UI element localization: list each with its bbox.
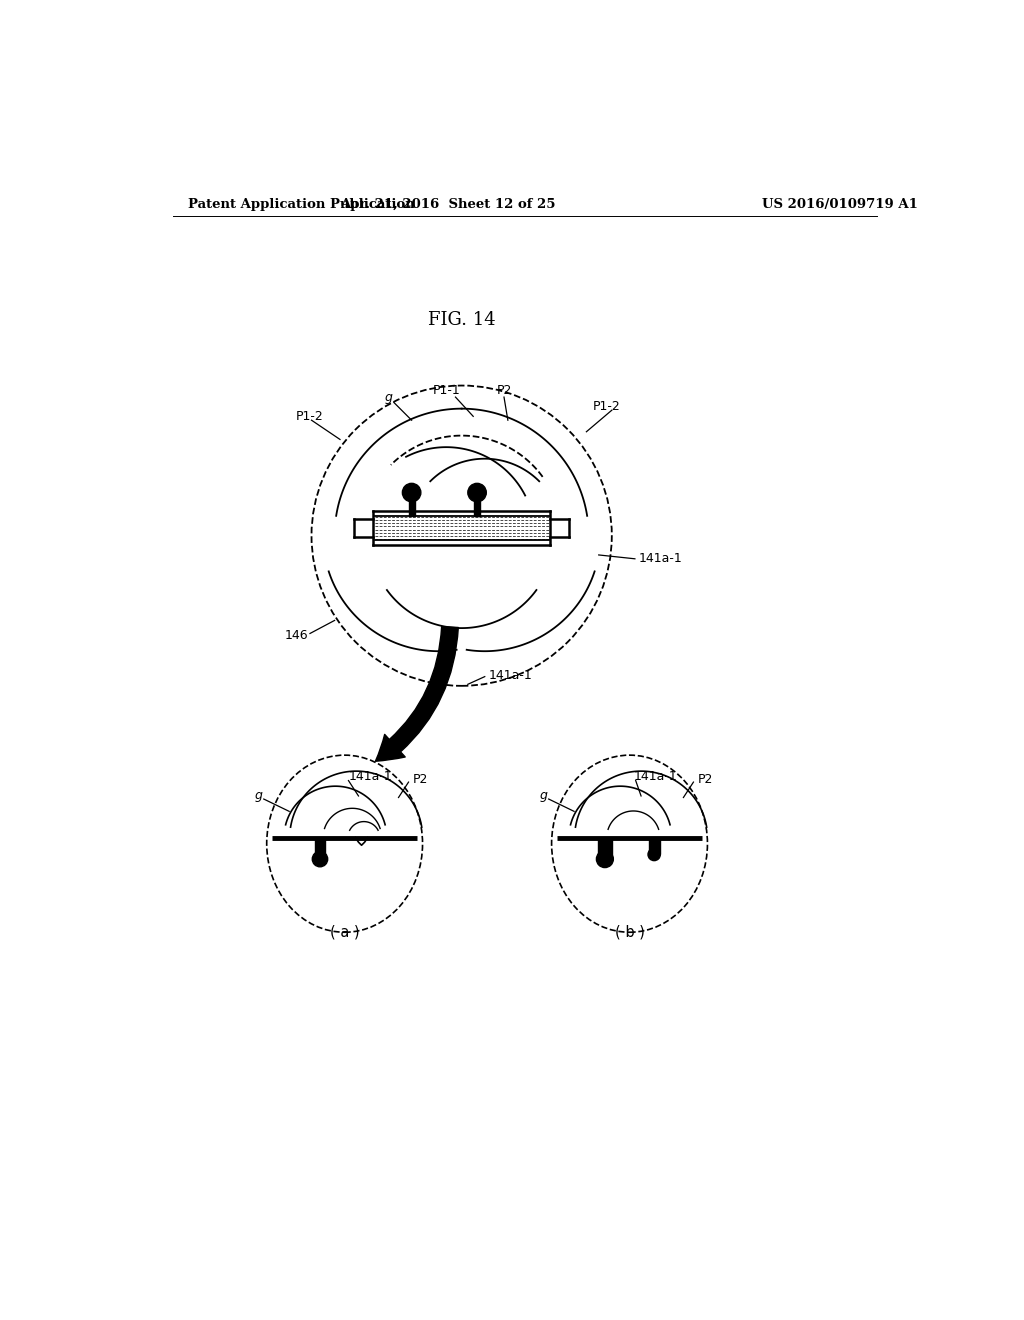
Text: 146: 146 [285,630,308,643]
Text: P1-2: P1-2 [593,400,621,413]
Bar [598,838,611,859]
Text: 141a-1: 141a-1 [639,552,683,565]
Circle shape [468,483,486,502]
Text: US 2016/0109719 A1: US 2016/0109719 A1 [762,198,918,211]
Bar [649,838,659,854]
Text: ( a ): ( a ) [330,925,359,940]
Text: ( b ): ( b ) [614,925,644,940]
Text: Patent Application Publication: Patent Application Publication [188,198,415,211]
Bar [314,838,326,859]
Text: P2: P2 [413,772,428,785]
Text: P1-2: P1-2 [296,409,324,422]
Text: g: g [254,789,262,803]
Circle shape [596,850,613,867]
Text: g: g [540,789,547,803]
Text: P1-1: P1-1 [432,384,460,397]
Circle shape [402,483,421,502]
Text: P2: P2 [697,772,713,785]
Text: g: g [385,391,392,404]
Text: P2: P2 [497,384,512,397]
Bar [474,500,480,516]
Circle shape [648,849,660,861]
Text: 141a-1: 141a-1 [348,770,392,783]
Text: FIG. 14: FIG. 14 [428,312,496,329]
Text: 141a-1: 141a-1 [488,669,532,682]
Bar [409,500,415,516]
Text: 141a-1: 141a-1 [634,770,677,783]
Text: Apr. 21, 2016  Sheet 12 of 25: Apr. 21, 2016 Sheet 12 of 25 [340,198,556,211]
FancyArrowPatch shape [376,627,459,762]
Circle shape [312,851,328,867]
